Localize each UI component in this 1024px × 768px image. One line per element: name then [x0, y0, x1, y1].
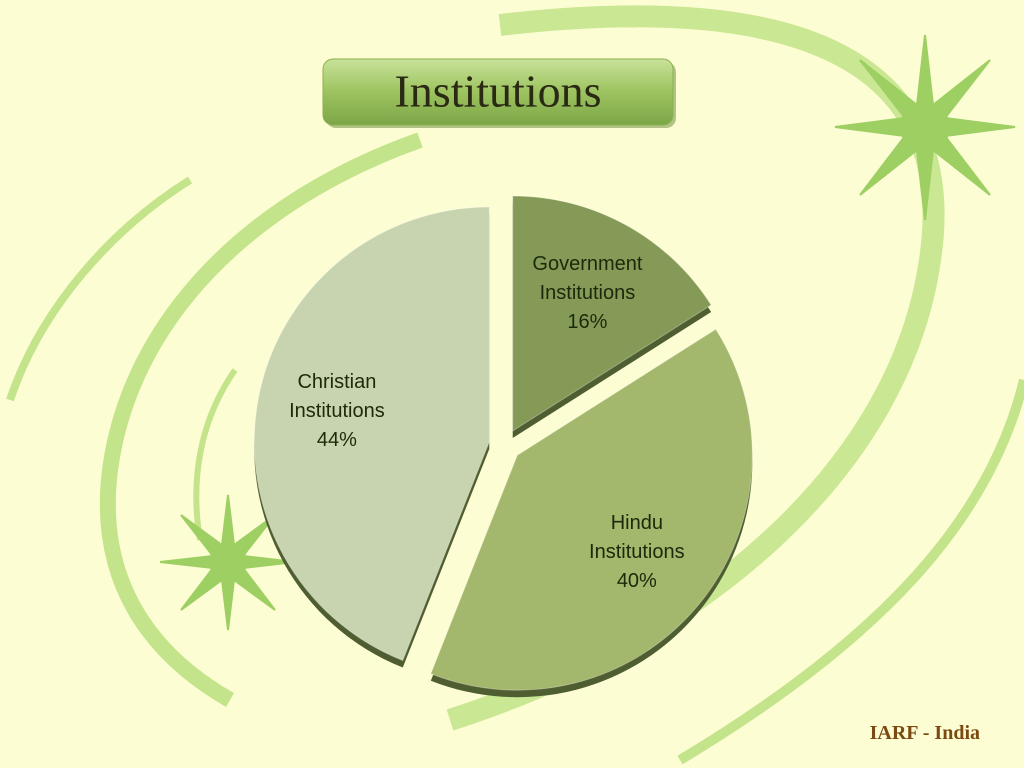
pie: Government Institutions 16% Hindu Institut… — [253, 195, 753, 698]
title-box: Institutions — [322, 58, 676, 128]
label-box: Hindu Institutions 40% — [557, 509, 717, 596]
value-label: 44% — [316, 428, 357, 451]
slice-label: Christian Institutions 44% — [257, 368, 417, 455]
category-label: Hindu Institutions — [589, 512, 685, 564]
label-box: Christian Institutions 44% — [257, 368, 417, 455]
category-label: Government Institutions — [532, 253, 643, 305]
value-label: 16% — [567, 311, 608, 334]
label-box: Government Institutions 16% — [507, 250, 667, 337]
slice — [512, 195, 712, 432]
slice-label: Hindu Institutions 40% — [557, 509, 717, 596]
star — [159, 34, 1016, 631]
chart-title: Institutions — [394, 66, 601, 117]
value-label: 40% — [616, 570, 657, 593]
slice — [430, 328, 753, 691]
slice — [253, 206, 490, 662]
footer: IARF - India — [870, 722, 980, 744]
slice-label: Government Institutions 16% — [507, 250, 667, 337]
category-label: Christian Institutions — [289, 370, 385, 422]
